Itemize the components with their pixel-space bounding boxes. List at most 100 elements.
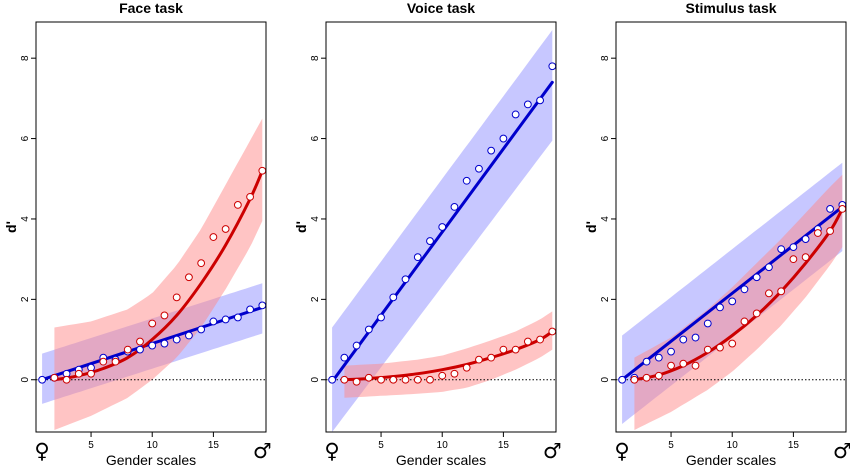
y-tick-label: 6 — [600, 135, 611, 141]
red-data-point — [752, 309, 761, 318]
y-tick-label: 8 — [310, 55, 321, 61]
y-tick-label: 2 — [310, 296, 321, 302]
blue-data-point — [401, 275, 410, 284]
red-data-point — [654, 371, 663, 380]
blue-data-point — [691, 333, 700, 342]
male-symbol-icon: ♂ — [543, 439, 562, 463]
x-axis-label: Gender scales — [686, 452, 776, 468]
red-data-point — [475, 355, 483, 364]
blue-data-point — [654, 353, 663, 362]
red-data-point — [401, 375, 410, 384]
blue-data-point — [789, 243, 798, 251]
red-confidence-band — [634, 174, 843, 430]
blue-data-point — [328, 375, 337, 384]
red-data-point — [221, 225, 230, 233]
panel-title: Stimulus task — [685, 0, 776, 16]
blue-data-point — [679, 335, 688, 344]
female-symbol-icon: ♀ — [34, 439, 49, 463]
red-data-point — [487, 353, 496, 362]
blue-data-point — [340, 353, 349, 362]
x-tick-label: 15 — [498, 440, 510, 451]
blue-data-point — [475, 164, 483, 173]
red-data-point — [233, 200, 242, 209]
red-data-point — [826, 227, 834, 235]
blue-data-point — [740, 285, 749, 294]
red-data-point — [642, 373, 651, 382]
x-tick-label: 15 — [788, 440, 800, 451]
red-data-point — [123, 345, 132, 354]
blue-data-point — [352, 341, 361, 350]
x-axis-label: Gender scales — [106, 452, 196, 468]
blue-data-point — [487, 146, 496, 155]
red-data-point — [340, 375, 349, 384]
male-symbol-icon: ♂ — [833, 439, 850, 463]
x-tick-label: 15 — [208, 440, 220, 451]
red-fit-line — [632, 207, 844, 382]
blue-data-point — [765, 263, 773, 272]
y-tick-label: 0 — [310, 377, 321, 383]
plot-frame — [615, 21, 847, 433]
blue-data-point — [618, 375, 627, 384]
blue-data-point — [258, 301, 266, 310]
red-data-point — [728, 339, 737, 348]
red-data-point — [813, 229, 822, 237]
blue-data-point — [826, 205, 834, 213]
red-data-point — [548, 327, 556, 336]
blue-data-point — [233, 313, 242, 322]
blue-data-point — [246, 305, 254, 314]
red-data-point — [679, 359, 688, 368]
x-tick-label: 5 — [88, 440, 94, 451]
red-confidence-band — [54, 118, 263, 430]
red-data-point — [172, 293, 181, 302]
red-data-point — [667, 361, 675, 370]
plot-frame — [325, 21, 557, 433]
blue-data-point — [209, 317, 218, 326]
x-tick-label: 10 — [437, 440, 449, 451]
blue-data-point — [221, 315, 230, 324]
blue-data-point — [728, 297, 737, 306]
red-data-point — [246, 192, 254, 201]
y-tick-label: 4 — [310, 216, 321, 222]
blue-data-point — [160, 339, 169, 348]
plot-area — [36, 118, 266, 430]
blue-data-point — [667, 347, 675, 356]
y-tick-label: 6 — [20, 135, 31, 141]
blue-data-point — [438, 223, 447, 231]
blue-data-point — [462, 176, 471, 185]
blue-data-point — [172, 335, 181, 344]
y-tick-label: 4 — [20, 216, 31, 222]
red-data-point — [426, 375, 434, 384]
blue-data-point — [377, 313, 385, 322]
plot-area — [616, 162, 846, 430]
blue-data-point — [38, 375, 47, 384]
panel-1: 0 2 4 6 8 5 10 15 ♀ ♂ Face task Gender scales d' — [3, 0, 272, 468]
red-data-point — [74, 369, 83, 378]
blue-data-point — [389, 293, 398, 302]
y-tick-label: 8 — [600, 55, 611, 61]
x-axis-label: Gender scales — [396, 452, 486, 468]
blue-data-point — [703, 319, 712, 328]
red-data-point — [413, 375, 422, 384]
panel-title: Face task — [119, 0, 183, 16]
y-tick-label: 0 — [600, 377, 611, 383]
blue-data-point — [523, 100, 532, 109]
blue-data-point — [536, 96, 544, 105]
red-data-point — [450, 369, 459, 378]
panel-3: 0 2 4 6 8 5 10 15 ♀ ♂ Stimulus task Gender scales d' — [583, 0, 850, 468]
red-data-point — [389, 375, 398, 384]
y-axis-label: d' — [3, 221, 19, 233]
red-data-point — [536, 335, 544, 344]
blue-data-point — [364, 325, 373, 334]
female-symbol-icon: ♀ — [324, 439, 339, 463]
red-data-point — [352, 377, 361, 386]
y-tick-label: 2 — [20, 296, 31, 302]
y-tick-label: 2 — [600, 296, 611, 302]
red-data-point — [801, 253, 810, 262]
blue-data-point — [136, 345, 144, 354]
x-tick-label: 10 — [727, 440, 739, 451]
y-tick-label: 6 — [310, 135, 321, 141]
red-data-point — [185, 273, 193, 282]
blue-data-point — [777, 245, 786, 254]
plot-area — [326, 30, 556, 432]
